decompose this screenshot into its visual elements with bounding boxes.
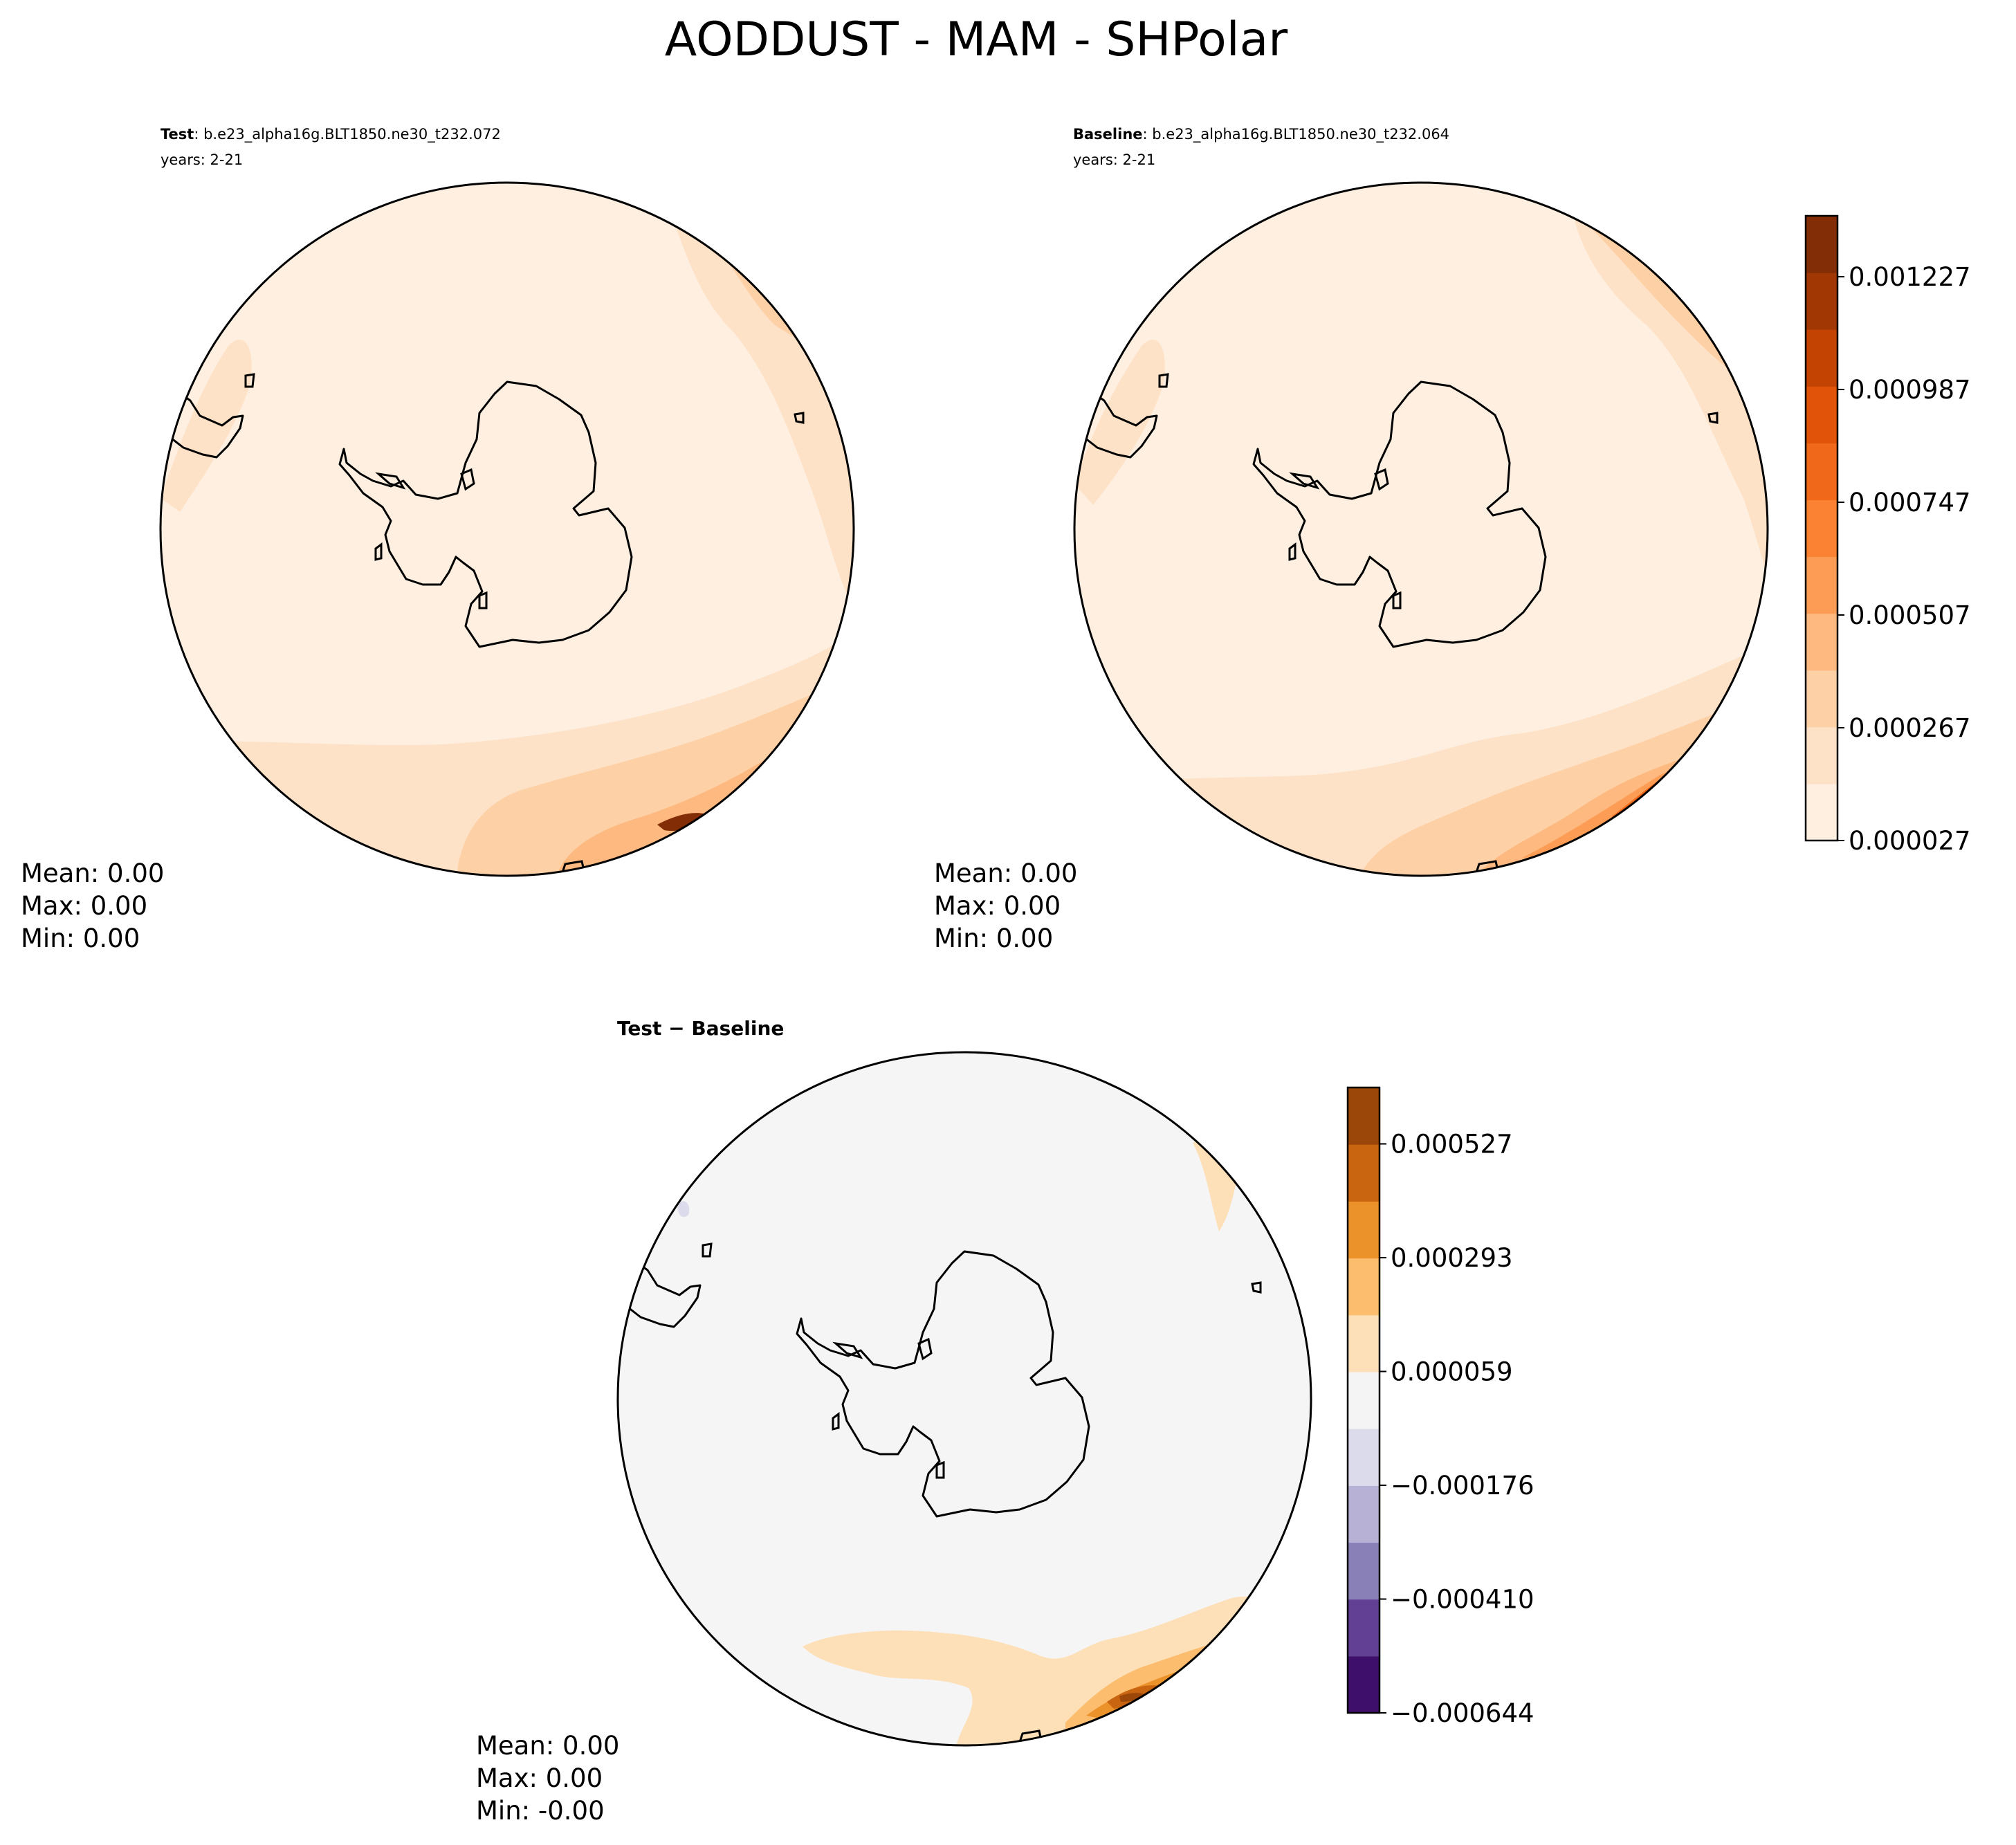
colorbar-main-tick-label: 0.000747: [1849, 488, 1971, 517]
figure-title: AODDUST - MAM - SHPolar: [665, 12, 1288, 67]
map-diff-fill-positive-5: [1119, 1693, 1146, 1702]
panel-baseline-title-bold: Baseline: [1073, 126, 1143, 143]
map-baseline-fill-left-bump: [1074, 339, 1165, 505]
panel-baseline: Baseline: b.e23_alpha16g.BLT1850.ne30_t2…: [934, 126, 1769, 953]
map-baseline: [1074, 183, 1768, 876]
colorbar-diff-color-segment: [1348, 1087, 1380, 1145]
colorbar-diff-tick-label: −0.000176: [1391, 1471, 1534, 1500]
colorbar-diff-color-segment: [1348, 1542, 1380, 1600]
colorbar-diff-tick-label: 0.000293: [1391, 1243, 1513, 1273]
colorbar-main-tick-label: 0.000267: [1849, 713, 1971, 743]
colorbar-main-color-segment: [1806, 329, 1838, 387]
colorbar-main-color-segment: [1806, 670, 1838, 728]
panel-test-min: Min: 0.00: [21, 924, 140, 953]
colorbar-main-tick-label: 0.000987: [1849, 375, 1971, 405]
panel-test-title-bold: Test: [161, 126, 194, 143]
panel-test-max: Max: 0.00: [21, 891, 147, 921]
panel-baseline-subtitle: years: 2-21: [1073, 152, 1155, 168]
panel-test-subtitle: years: 2-21: [161, 152, 243, 168]
colorbar-diff-color-segment: [1348, 1258, 1380, 1316]
colorbar-main-color-segment: [1806, 726, 1838, 784]
panel-baseline-mean: Mean: 0.00: [934, 859, 1077, 888]
panel-baseline-min: Min: 0.00: [934, 924, 1053, 953]
colorbar-diff-color-segment: [1348, 1599, 1380, 1657]
colorbar-main: 0.000027 0.000267 0.000507 0.000747 0.000987…: [1804, 214, 1971, 856]
map-diff-boundary: [616, 1051, 1312, 1747]
panel-diff-mean: Mean: 0.00: [476, 1731, 619, 1761]
colorbar-diff-tick-label: 0.000527: [1391, 1130, 1513, 1159]
map-baseline-boundary: [1073, 181, 1769, 877]
panel-test-title-rest: : b.e23_alpha16g.BLT1850.ne30_t232.072: [194, 126, 501, 143]
colorbar-main-color-segment: [1806, 273, 1838, 330]
colorbar-main-color-segment: [1806, 556, 1838, 614]
panel-diff-title-bold: Test − Baseline: [617, 1017, 784, 1040]
panel-diff-min: Min: -0.00: [476, 1796, 605, 1826]
map-test-fill-left-bump: [161, 339, 252, 512]
colorbar-diff-border: [1346, 1086, 1381, 1714]
colorbar-main-border: [1804, 214, 1839, 842]
colorbar-main-color-segment: [1806, 613, 1838, 671]
colorbar-diff-color-segment: [1348, 1655, 1380, 1714]
colorbar-main-color-segment: [1806, 783, 1838, 841]
panel-test-mean: Mean: 0.00: [21, 859, 164, 888]
colorbar-diff: −0.000644 −0.000410 −0.000176 0.000059 0.000…: [1346, 1086, 1534, 1728]
colorbar-main-color-segment: [1806, 499, 1838, 558]
colorbar-diff-color-segment: [1348, 1485, 1380, 1543]
panel-baseline-max: Max: 0.00: [934, 891, 1061, 921]
colorbar-diff-tick-label: −0.000644: [1391, 1698, 1534, 1728]
map-test: [161, 183, 854, 876]
panel-test: Test: b.e23_alpha16g.BLT1850.ne30_t232.0…: [21, 126, 855, 953]
colorbar-diff-color-segment: [1348, 1201, 1380, 1259]
panel-diff-title: Test − Baseline: [617, 1017, 784, 1040]
colorbar-main-tick-label: 0.000507: [1849, 600, 1971, 630]
panel-diff: Test − Baseline Mean: 0.00 Max: 0.00 Min…: [476, 1017, 1312, 1826]
panel-test-title: Test: b.e23_alpha16g.BLT1850.ne30_t232.0…: [161, 126, 501, 143]
colorbar-diff-color-segment: [1348, 1429, 1380, 1486]
map-test-boundary: [159, 181, 855, 877]
colorbar-main-tick-label: 0.000027: [1849, 826, 1971, 856]
colorbar-diff-color-segment: [1348, 1314, 1380, 1373]
map-diff: [618, 1052, 1311, 1745]
colorbar-diff-color-segment: [1348, 1144, 1380, 1202]
map-diff-fill-negative-1: [677, 1201, 690, 1218]
panel-baseline-title: Baseline: b.e23_alpha16g.BLT1850.ne30_t2…: [1073, 126, 1449, 143]
colorbar-diff-tick-label: 0.000059: [1391, 1357, 1513, 1387]
colorbar-main-color-segment: [1806, 443, 1838, 501]
panel-baseline-title-rest: : b.e23_alpha16g.BLT1850.ne30_t232.064: [1143, 126, 1450, 143]
panel-diff-max: Max: 0.00: [476, 1763, 603, 1793]
colorbar-diff-color-segment: [1348, 1371, 1380, 1429]
colorbar-main-color-segment: [1806, 386, 1838, 443]
colorbar-main-color-segment: [1806, 216, 1838, 273]
colorbar-main-tick-label: 0.001227: [1849, 262, 1971, 292]
colorbar-diff-tick-label: −0.000410: [1391, 1585, 1534, 1615]
